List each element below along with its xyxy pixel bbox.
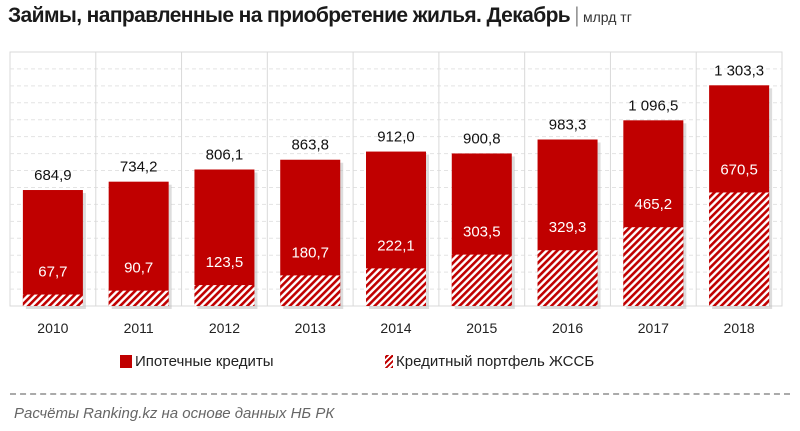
- total-label: 806,1: [206, 147, 244, 164]
- legend-item-mortgage: Ипотечные кредиты: [120, 353, 274, 370]
- total-label: 684,9: [34, 167, 72, 184]
- zhssb-label: 465,2: [635, 196, 673, 213]
- bar-zhssb: [709, 192, 770, 306]
- legend-item-zhssb: Кредитный портфель ЖССБ: [385, 353, 594, 370]
- x-tick-label: 2018: [724, 320, 755, 336]
- legend-label: Ипотечные кредиты: [135, 353, 274, 370]
- zhssb-label: 90,7: [124, 260, 153, 277]
- legend-swatch-hatched: [385, 355, 393, 368]
- bar-zhssb: [194, 285, 255, 306]
- chart-title: Займы, направленные на приобретение жиль…: [8, 4, 632, 28]
- zhssb-label: 329,3: [549, 219, 587, 236]
- bar-mortgage: [108, 181, 169, 306]
- bar-mortgage: [194, 169, 255, 306]
- title-text: Займы, направленные на приобретение жиль…: [8, 4, 571, 27]
- bar-zhssb: [537, 250, 598, 306]
- bar-zhssb: [22, 294, 83, 306]
- x-tick-label: 2017: [638, 320, 669, 336]
- legend-swatch-solid: [120, 355, 132, 368]
- zhssb-label: 123,5: [206, 254, 244, 271]
- total-label: 1 096,5: [628, 97, 678, 114]
- unit-label: млрд тг: [582, 9, 632, 25]
- title-separator: |: [574, 4, 579, 27]
- source-note: Расчёты Ranking.kz на основе данных НБ Р…: [14, 405, 335, 422]
- total-label: 863,8: [291, 137, 329, 154]
- bar-zhssb: [366, 268, 426, 306]
- bar-zhssb: [108, 290, 169, 306]
- total-label: 912,0: [377, 129, 415, 146]
- total-label: 1 303,3: [714, 62, 764, 79]
- bar-zhssb: [280, 275, 341, 306]
- footer-divider: [10, 393, 790, 395]
- bar-mortgage: [22, 190, 83, 306]
- x-tick-label: 2016: [552, 320, 583, 336]
- x-tick-label: 2015: [466, 320, 497, 336]
- zhssb-label: 67,7: [38, 264, 67, 281]
- legend-label: Кредитный портфель ЖССБ: [396, 353, 595, 370]
- total-label: 734,2: [120, 159, 158, 176]
- zhssb-label: 670,5: [720, 161, 758, 178]
- bar-zhssb: [623, 227, 684, 306]
- total-label: 983,3: [549, 116, 587, 133]
- bar-zhssb: [451, 254, 512, 306]
- x-tick-label: 2010: [37, 320, 68, 336]
- x-tick-label: 2013: [295, 320, 326, 336]
- x-tick-label: 2014: [380, 320, 411, 336]
- x-tick-label: 2012: [209, 320, 240, 336]
- zhssb-label: 222,1: [377, 237, 415, 254]
- zhssb-label: 303,5: [463, 224, 501, 241]
- zhssb-label: 180,7: [291, 244, 329, 261]
- total-label: 900,8: [463, 130, 501, 147]
- x-tick-label: 2011: [124, 320, 154, 336]
